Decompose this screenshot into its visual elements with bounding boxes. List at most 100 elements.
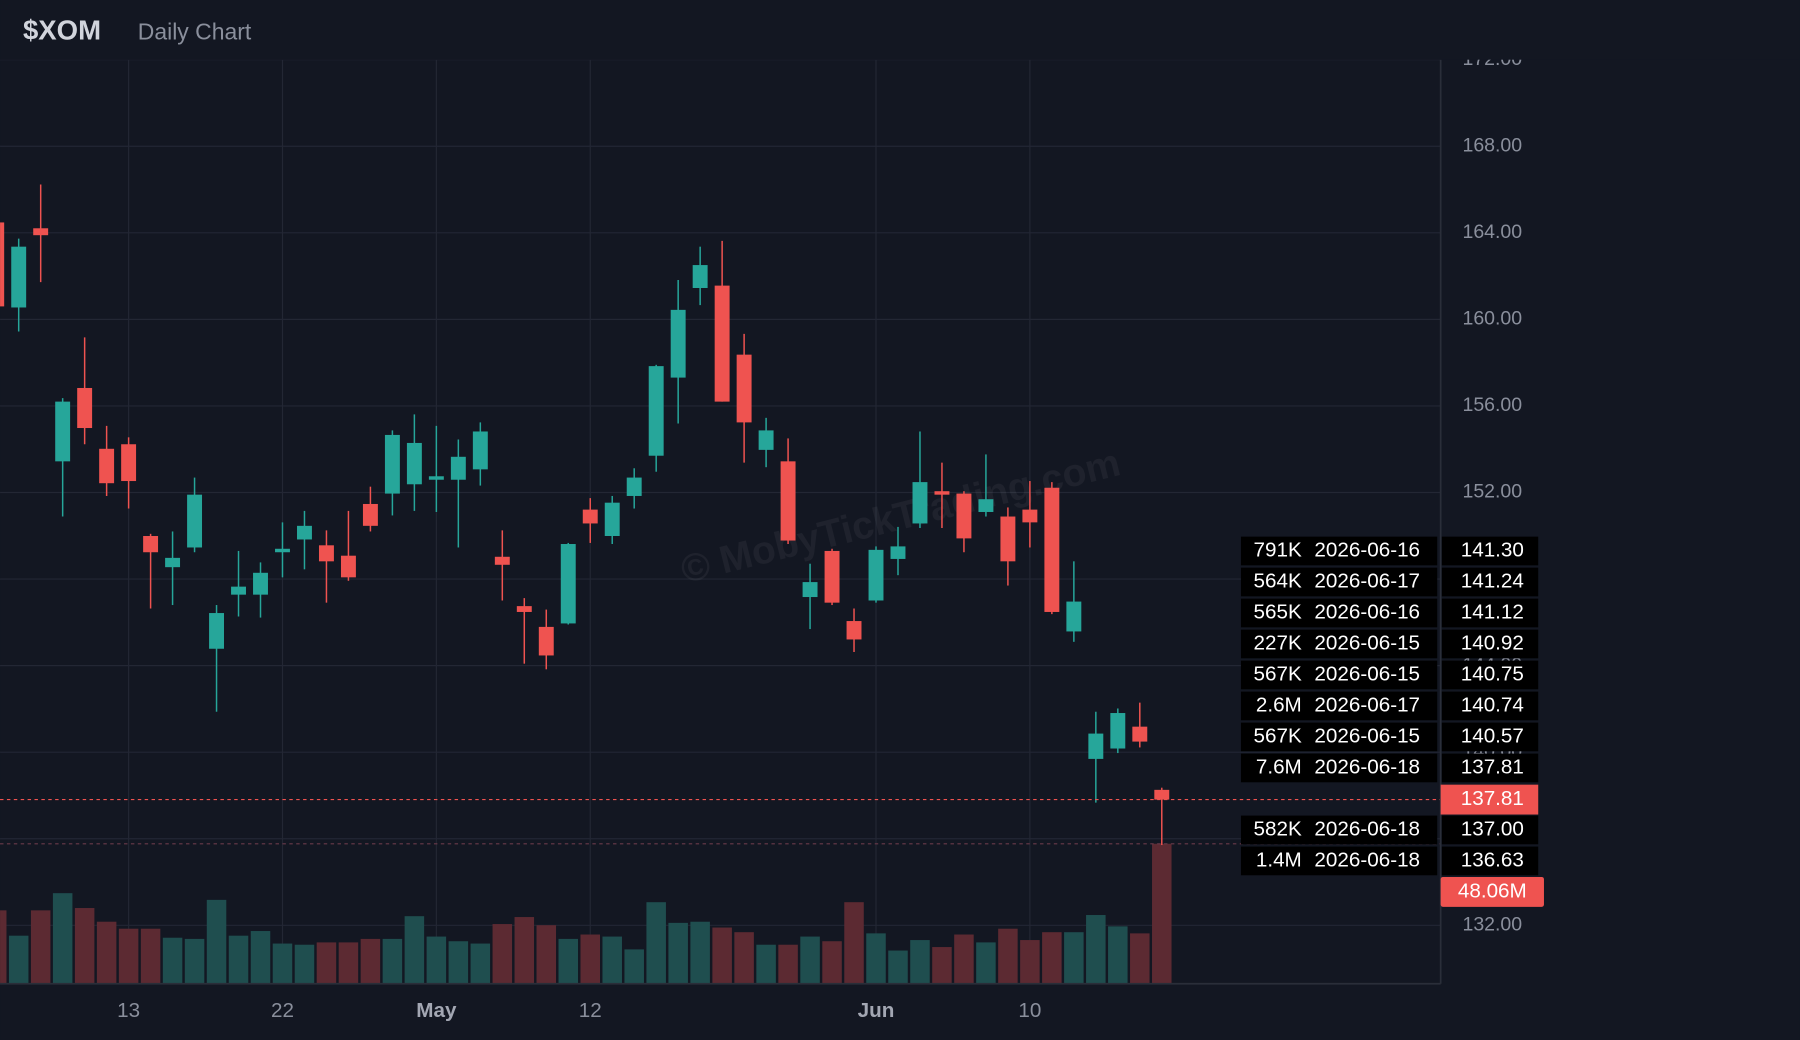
level-price-box xyxy=(1441,691,1539,721)
volume-bar xyxy=(1020,940,1040,984)
volume-bar xyxy=(184,938,205,984)
candle-body xyxy=(494,556,510,565)
volume-bar xyxy=(998,928,1018,984)
x-tick-label: 12 xyxy=(579,999,602,1022)
candle-body xyxy=(362,503,378,526)
candle-body xyxy=(165,557,181,568)
candle-body xyxy=(956,493,972,539)
level-volume: 567K xyxy=(1254,724,1302,747)
volume-bar xyxy=(558,938,579,984)
volume-bar xyxy=(30,910,51,984)
volume-bar xyxy=(0,910,7,984)
level-price-box xyxy=(1441,846,1539,876)
volume-bar xyxy=(162,937,183,984)
level-date: 2026-06-16 xyxy=(1314,600,1420,623)
level-price: 141.24 xyxy=(1461,569,1524,592)
candle-body xyxy=(187,494,203,548)
candle-body xyxy=(209,613,224,649)
candle-body xyxy=(1066,601,1082,632)
level-box xyxy=(1240,629,1438,659)
level-volume: 567K xyxy=(1254,662,1302,685)
candle-body xyxy=(275,548,290,553)
candle-body xyxy=(384,434,400,494)
volume-bar xyxy=(1152,843,1172,984)
volume-bar xyxy=(294,944,315,984)
candle-body xyxy=(714,285,730,402)
volume-bar xyxy=(932,947,952,984)
candle-body xyxy=(472,431,488,470)
candle-body xyxy=(758,430,774,450)
volume-bar xyxy=(1042,932,1062,984)
header xyxy=(0,0,1800,60)
volume-bar xyxy=(140,928,161,984)
volume-bar xyxy=(404,916,425,984)
level-price: 140.57 xyxy=(1461,724,1524,747)
level-box xyxy=(1240,567,1438,597)
level-price: 137.00 xyxy=(1461,817,1524,840)
volume-bar xyxy=(8,935,29,984)
volume-bar xyxy=(580,934,600,984)
level-date: 2026-06-17 xyxy=(1314,693,1420,716)
volume-bar xyxy=(272,943,293,984)
candle-body xyxy=(538,626,554,656)
level-price: 140.92 xyxy=(1461,631,1524,654)
candle-body xyxy=(604,502,620,537)
volume-bar xyxy=(800,936,820,984)
volume-bar xyxy=(866,933,886,984)
candle-body xyxy=(428,476,444,480)
candle-body xyxy=(934,491,950,495)
candle-body xyxy=(582,509,598,524)
candle-body xyxy=(736,354,752,423)
level-volume: 2.6M xyxy=(1256,693,1302,716)
y-tick-label: 132.00 xyxy=(1462,913,1522,935)
volume-bar xyxy=(954,934,974,984)
volume-bar xyxy=(1086,915,1106,984)
y-tick-label: 156.00 xyxy=(1462,394,1522,416)
level-box xyxy=(1240,722,1438,752)
candle-body xyxy=(1044,487,1060,612)
candle-body xyxy=(670,309,686,378)
volume-bar xyxy=(228,935,249,984)
volume-bar xyxy=(844,902,864,984)
candle-body xyxy=(450,456,466,480)
last-volume-label: 48.06M xyxy=(1458,879,1527,902)
level-price-box xyxy=(1441,598,1539,628)
level-price: 136.63 xyxy=(1461,848,1524,871)
level-date: 2026-06-18 xyxy=(1314,848,1420,871)
candle-body xyxy=(868,549,884,601)
x-tick-label: 13 xyxy=(117,999,140,1022)
volume-bar xyxy=(470,943,491,984)
level-price: 137.81 xyxy=(1461,755,1524,778)
candle-body xyxy=(340,555,356,578)
candle-body xyxy=(297,525,312,540)
level-date: 2026-06-17 xyxy=(1314,569,1420,592)
x-tick-label: Jun xyxy=(858,999,895,1022)
candle-body xyxy=(318,545,334,562)
level-price: 141.30 xyxy=(1461,538,1524,561)
candle-body xyxy=(1088,733,1104,759)
x-tick-label: 22 xyxy=(271,999,294,1022)
candle-body xyxy=(846,621,862,640)
volume-bar xyxy=(118,928,139,984)
level-volume: 1.4M xyxy=(1256,848,1302,871)
last-volume-badge xyxy=(1440,876,1544,907)
level-date: 2026-06-18 xyxy=(1314,817,1420,840)
level-date: 2026-06-18 xyxy=(1314,755,1420,778)
volume-bar xyxy=(756,944,776,984)
level-price: 140.74 xyxy=(1461,693,1524,716)
level-price-box xyxy=(1441,567,1539,597)
volume-bar xyxy=(1064,932,1084,984)
candle-body xyxy=(1022,509,1038,523)
volume-bar xyxy=(448,941,469,984)
level-price-box xyxy=(1441,722,1539,752)
level-box xyxy=(1240,815,1438,845)
candle-body xyxy=(912,482,928,524)
y-tick-label: 152.00 xyxy=(1462,481,1522,503)
volume-bar xyxy=(206,899,227,984)
volume-bar xyxy=(338,942,359,984)
candle-body xyxy=(648,366,664,456)
candle-body xyxy=(406,442,422,485)
level-price-box xyxy=(1441,753,1539,783)
level-box xyxy=(1240,660,1438,690)
